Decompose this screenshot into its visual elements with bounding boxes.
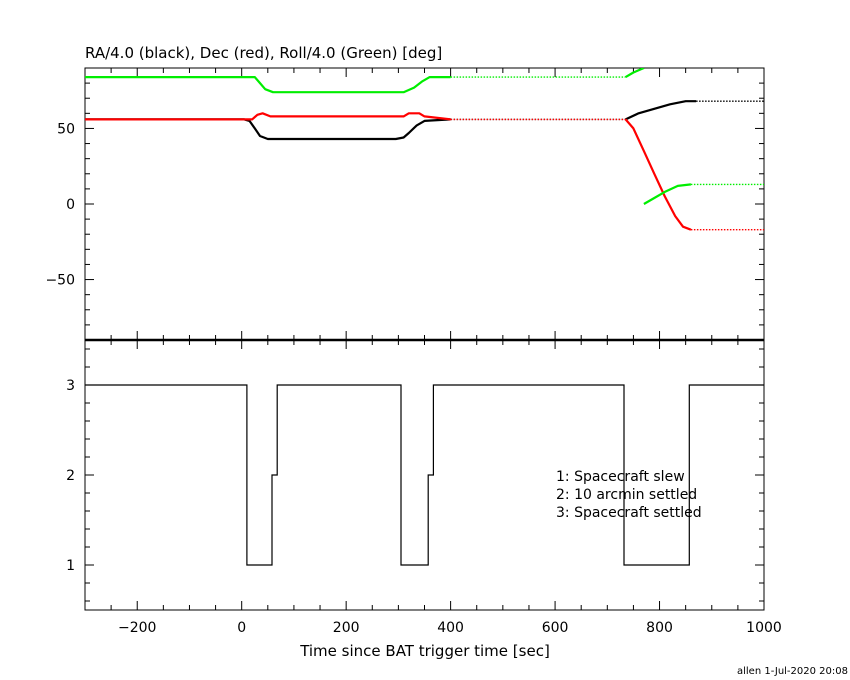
x-tick-label: −200 (118, 620, 156, 636)
top-series-1-solid-line (85, 112, 451, 121)
legend-entry-slew: 1: Spacecraft slew (556, 469, 685, 485)
top-series-0-solid2-line (625, 100, 697, 121)
bottom-y-tick-label: 3 (66, 378, 75, 394)
bottom-y-tick-label: 1 (66, 558, 75, 574)
x-tick-label: 1000 (746, 620, 782, 636)
top-y-tick-label: 0 (66, 197, 75, 213)
top-y-tick-label: −50 (45, 273, 75, 289)
footer-timestamp: allen 1-Jul-2020 20:08 (737, 666, 848, 677)
x-tick-label: 0 (237, 620, 246, 636)
top-series-0-solid-line (85, 118, 451, 141)
attitude-panel: −50 0 50 (45, 67, 765, 341)
legend-entry-10arcmin: 2: 10 arcmin settled (556, 487, 697, 503)
top-series-2-solid3-line (643, 183, 692, 205)
top-series-1-solid2-line (624, 118, 692, 231)
x-tick-label: 800 (646, 620, 673, 636)
top-series-2-solid-line (85, 75, 451, 94)
top-panel-frame (84, 67, 765, 341)
x-tick-label: 200 (333, 620, 360, 636)
legend: 1: Spacecraft slew 2: 10 arcmin settled … (556, 469, 702, 521)
bottom-y-tick-label: 2 (66, 468, 75, 484)
legend-entry-settled: 3: Spacecraft settled (556, 505, 702, 521)
top-series-2-solid2-line (625, 68, 645, 79)
x-axis-label: Time since BAT trigger time [sec] (299, 642, 550, 660)
chart-title: RA/4.0 (black), Dec (red), Roll/4.0 (Gre… (85, 44, 442, 62)
status-step-line (85, 384, 764, 566)
settling-status-panel: 1 2 3 −200 0 200 400 600 800 1000 (66, 339, 782, 636)
top-y-tick-label: 50 (57, 121, 75, 137)
x-tick-label: 600 (542, 620, 569, 636)
x-tick-label: 400 (437, 620, 464, 636)
